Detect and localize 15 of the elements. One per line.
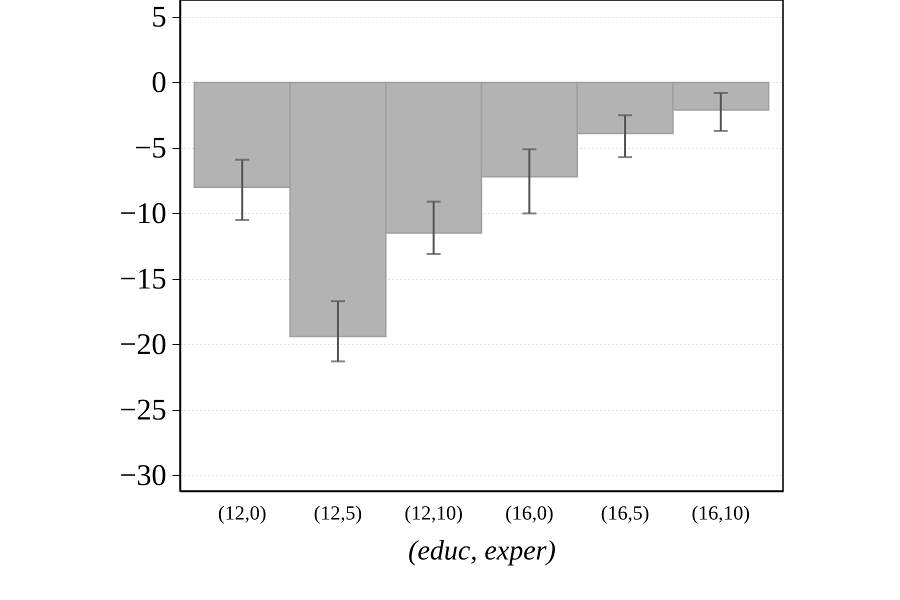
x-tick-label: (16,5): [600, 502, 650, 524]
y-tick-label: 0: [152, 66, 166, 99]
x-axis-title: (educ, exper): [408, 536, 556, 566]
x-tick-label: (12,5): [314, 502, 362, 524]
x-tick-label: (12,10): [404, 502, 463, 524]
y-tick-label: −30: [120, 458, 166, 492]
y-tick-label: 5: [152, 0, 166, 34]
y-tick-label: −5: [134, 131, 166, 164]
y-tick-label: −10: [120, 196, 166, 230]
x-tick-label: (16,10): [692, 502, 750, 524]
y-tick-label: −15: [120, 262, 166, 296]
y-tick-label: −25: [120, 393, 166, 426]
x-tick-label: (16,0): [505, 502, 554, 524]
y-tick-label: −20: [120, 328, 166, 361]
x-tick-label: (12,0): [218, 502, 266, 524]
